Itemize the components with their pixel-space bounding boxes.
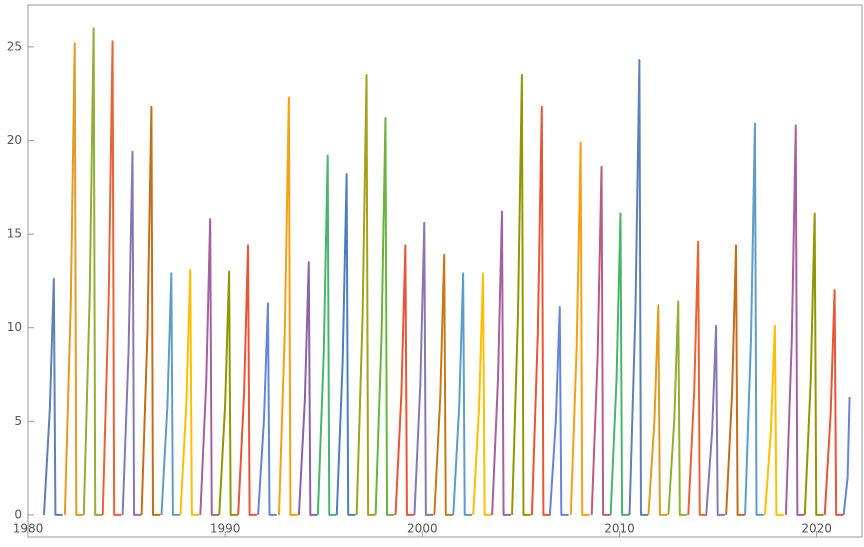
series-line bbox=[803, 212, 824, 516]
series-line bbox=[237, 244, 257, 516]
x-tick-label: 1980 bbox=[13, 522, 44, 536]
series-line bbox=[218, 270, 238, 516]
series-line bbox=[511, 74, 531, 516]
series-line bbox=[590, 165, 611, 516]
y-tick-label: 0 bbox=[14, 507, 22, 521]
series-line bbox=[472, 272, 492, 516]
series-line bbox=[394, 244, 415, 516]
series-line bbox=[687, 240, 708, 516]
y-tick-label: 25 bbox=[7, 39, 22, 53]
series-line bbox=[121, 150, 142, 516]
series-line bbox=[179, 268, 200, 516]
series-line bbox=[63, 42, 84, 516]
series-line bbox=[744, 122, 764, 516]
series-line bbox=[413, 221, 434, 516]
series-line bbox=[355, 74, 376, 516]
series-line bbox=[316, 154, 337, 516]
series-line bbox=[374, 117, 395, 516]
y-tick-label: 20 bbox=[7, 133, 22, 147]
x-tick-label: 2000 bbox=[407, 522, 438, 536]
plot-frame bbox=[27, 4, 863, 538]
series-line bbox=[823, 289, 844, 516]
series-line bbox=[784, 124, 805, 516]
series-line bbox=[199, 218, 220, 516]
series-line bbox=[764, 324, 784, 516]
y-tick-label: 15 bbox=[7, 227, 22, 241]
y-tick-label: 5 bbox=[14, 414, 22, 428]
series-line bbox=[82, 27, 103, 516]
x-tick-label: 2010 bbox=[604, 522, 635, 536]
series-line bbox=[569, 141, 590, 516]
series-line bbox=[842, 396, 851, 516]
series-line bbox=[667, 300, 688, 516]
series-line bbox=[257, 302, 277, 516]
series-line bbox=[160, 272, 181, 516]
series-line bbox=[548, 306, 569, 516]
series-line bbox=[452, 272, 473, 516]
series-line bbox=[609, 212, 630, 516]
series-line bbox=[297, 261, 318, 516]
series-line bbox=[335, 173, 356, 516]
series-line bbox=[705, 324, 725, 516]
series-line bbox=[42, 278, 63, 516]
y-tick-label: 10 bbox=[7, 320, 22, 334]
series-line bbox=[101, 40, 122, 516]
series-line bbox=[433, 253, 454, 516]
series-line bbox=[628, 59, 649, 516]
series-line bbox=[647, 304, 668, 516]
series-line bbox=[725, 244, 745, 516]
series-line bbox=[491, 210, 511, 516]
x-tick-label: 1990 bbox=[210, 522, 241, 536]
x-tick-label: 2020 bbox=[801, 522, 832, 536]
series-line bbox=[140, 105, 161, 516]
series-line bbox=[530, 105, 551, 516]
series-line bbox=[277, 96, 298, 516]
